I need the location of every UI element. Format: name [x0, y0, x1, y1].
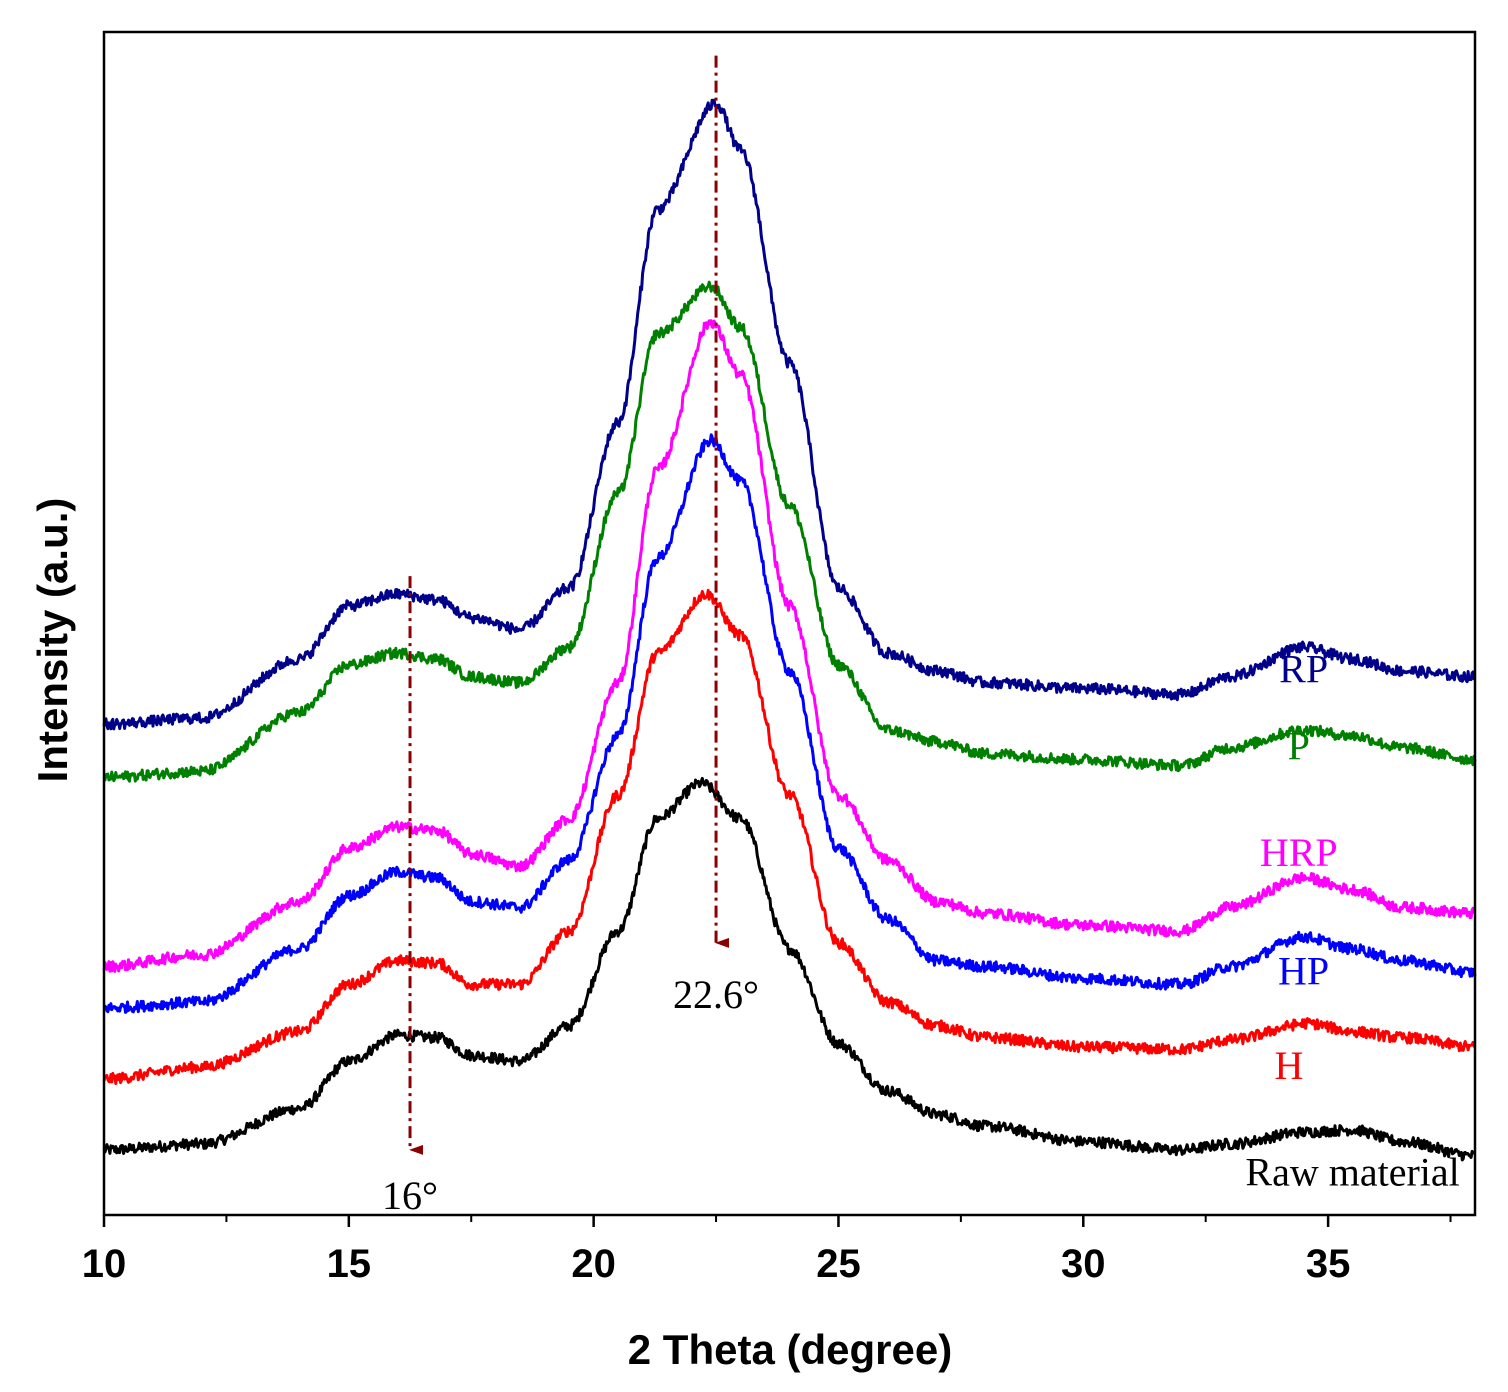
series-layer: Raw material H HP HRP P RP — [102, 98, 1477, 1194]
annotation-label-1: 16° — [382, 1173, 438, 1218]
x-tick-label: 10 — [82, 1242, 127, 1286]
series-label-p: P — [1288, 724, 1310, 769]
series-line-hrp — [102, 319, 1477, 973]
x-tick-label: 15 — [327, 1242, 372, 1286]
x-axis-title: 2 Theta (degree) — [628, 1326, 952, 1373]
series-label-raw-material: Raw material — [1245, 1149, 1459, 1194]
annotation-label-2: 22.6° — [673, 972, 759, 1017]
x-tick-label: 20 — [571, 1242, 616, 1286]
series-line-h — [102, 588, 1477, 1086]
series-label-rp: RP — [1279, 647, 1328, 692]
x-tick-label: 25 — [816, 1242, 861, 1286]
series-label-hrp: HRP — [1260, 830, 1338, 875]
x-tick-label: 35 — [1306, 1242, 1351, 1286]
series-line-p — [102, 280, 1477, 783]
annotation-layer: 16° 22.6° — [382, 55, 759, 1218]
y-axis-title: Intensity (a.u.) — [29, 498, 76, 783]
series-line-raw-material — [102, 776, 1476, 1162]
plot-frame — [102, 30, 1477, 1217]
series-line-hp — [103, 433, 1477, 1014]
series-line-rp — [102, 98, 1477, 731]
x-tick-label: 30 — [1061, 1242, 1106, 1286]
x-axis: 10 15 20 25 30 35 — [82, 1215, 1452, 1286]
series-label-hp: HP — [1278, 948, 1329, 993]
series-label-h: H — [1274, 1043, 1303, 1088]
